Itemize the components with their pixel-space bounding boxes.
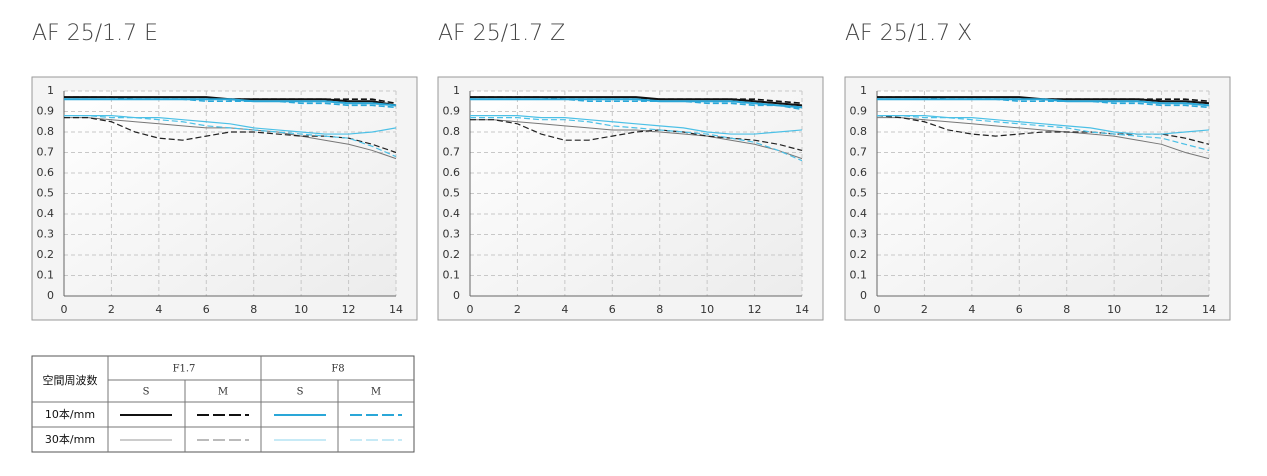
x-tick-label: 2 bbox=[108, 303, 115, 316]
x-tick-label: 8 bbox=[250, 303, 257, 316]
y-tick-label: 0.6 bbox=[37, 166, 55, 179]
chart-title: AF 25/1.7 E bbox=[32, 21, 158, 46]
y-tick-label: 0.5 bbox=[37, 187, 55, 200]
table-rules bbox=[32, 356, 414, 452]
y-tick-label: 0.4 bbox=[850, 207, 868, 220]
series-line bbox=[470, 119, 803, 152]
y-tick-label: 0.1 bbox=[37, 269, 55, 282]
y-tick-label: 0.6 bbox=[850, 166, 868, 179]
x-tick-label: 0 bbox=[467, 303, 474, 316]
x-tick-label: 12 bbox=[342, 303, 356, 316]
x-tick-label: 12 bbox=[1155, 303, 1169, 316]
y-tick-label: 1 bbox=[860, 84, 867, 97]
x-tick-label: 8 bbox=[1063, 303, 1070, 316]
x-tick-label: 14 bbox=[795, 303, 809, 316]
x-tick-label: 4 bbox=[968, 303, 975, 316]
y-tick-label: 0.7 bbox=[850, 146, 868, 159]
x-tick-label: 10 bbox=[294, 303, 308, 316]
x-tick-label: 2 bbox=[921, 303, 928, 316]
x-tick-label: 2 bbox=[514, 303, 521, 316]
y-tick-label: 0 bbox=[47, 289, 54, 302]
table-row: 10本/mm bbox=[45, 407, 95, 421]
series-line bbox=[64, 115, 397, 158]
y-tick-label: 0.9 bbox=[443, 105, 461, 118]
y-tick-label: 0.3 bbox=[443, 228, 461, 241]
y-tick-label: 1 bbox=[453, 84, 460, 97]
y-tick-label: 0.8 bbox=[850, 125, 868, 138]
series-line bbox=[877, 117, 1210, 160]
series-line bbox=[877, 98, 1210, 109]
y-tick-label: 0.4 bbox=[37, 207, 55, 220]
series-line bbox=[877, 115, 1210, 152]
table-group: F8 bbox=[331, 364, 344, 375]
x-tick-label: 10 bbox=[1107, 303, 1121, 316]
series-line bbox=[64, 98, 397, 109]
y-tick-label: 0.4 bbox=[443, 207, 461, 220]
y-tick-label: 0.2 bbox=[443, 248, 461, 261]
charts: AF 25/1.7 E 0 0.1 0.2 0.3 0.4 0.5 0.6 0.7 0.8 0.9 1… bbox=[31, 21, 1231, 321]
x-tick-label: 6 bbox=[1016, 303, 1023, 316]
y-tick-label: 0.3 bbox=[850, 228, 868, 241]
series-line bbox=[470, 119, 803, 160]
table-column: S bbox=[297, 387, 304, 398]
series-line bbox=[64, 117, 397, 154]
x-tick-label: 14 bbox=[389, 303, 403, 316]
table-row: 30本/mm bbox=[45, 432, 95, 446]
table-frame bbox=[31, 355, 415, 453]
x-tick-label: 14 bbox=[1202, 303, 1216, 316]
table-corner: 空間周波数 bbox=[43, 373, 98, 387]
y-tick-label: 0.9 bbox=[37, 105, 55, 118]
x-tick-label: 4 bbox=[155, 303, 162, 316]
y-tick-label: 0.5 bbox=[443, 187, 461, 200]
table-column: M bbox=[371, 387, 381, 398]
x-tick-label: 0 bbox=[61, 303, 68, 316]
line-samples bbox=[120, 414, 402, 441]
x-tick-label: 4 bbox=[561, 303, 568, 316]
series-line bbox=[470, 115, 803, 135]
series-line bbox=[877, 115, 1210, 135]
y-tick-label: 0.6 bbox=[443, 166, 461, 179]
y-tick-label: 0.8 bbox=[443, 125, 461, 138]
x-tick-label: 6 bbox=[609, 303, 616, 316]
chart-title: AF 25/1.7 X bbox=[845, 21, 972, 46]
y-tick-label: 0.5 bbox=[850, 187, 868, 200]
x-tick-label: 8 bbox=[656, 303, 663, 316]
y-tick-label: 0.7 bbox=[37, 146, 55, 159]
x-tick-label: 10 bbox=[700, 303, 714, 316]
series-line bbox=[470, 98, 803, 111]
x-tick-label: 0 bbox=[874, 303, 881, 316]
y-tick-label: 0.8 bbox=[37, 125, 55, 138]
y-tick-label: 0.2 bbox=[850, 248, 868, 261]
y-tick-label: 0.7 bbox=[443, 146, 461, 159]
series-line bbox=[64, 115, 397, 135]
x-tick-label: 6 bbox=[203, 303, 210, 316]
y-tick-label: 0.1 bbox=[850, 269, 868, 282]
y-tick-label: 0.1 bbox=[443, 269, 461, 282]
y-tick-label: 0.3 bbox=[37, 228, 55, 241]
y-tick-label: 0.2 bbox=[37, 248, 55, 261]
y-tick-label: 1 bbox=[47, 84, 54, 97]
legend-table: 空間周波数 F1.7 F8 S M S M 10本/mm 30本/mm bbox=[31, 355, 415, 453]
x-tick-label: 12 bbox=[748, 303, 762, 316]
table-column: M bbox=[218, 387, 228, 398]
table-column: S bbox=[143, 387, 150, 398]
y-tick-label: 0 bbox=[860, 289, 867, 302]
y-tick-label: 0.9 bbox=[850, 105, 868, 118]
y-tick-label: 0 bbox=[453, 289, 460, 302]
series-line bbox=[470, 117, 803, 162]
chart-title: AF 25/1.7 Z bbox=[438, 21, 565, 46]
table-group: F1.7 bbox=[173, 364, 196, 375]
